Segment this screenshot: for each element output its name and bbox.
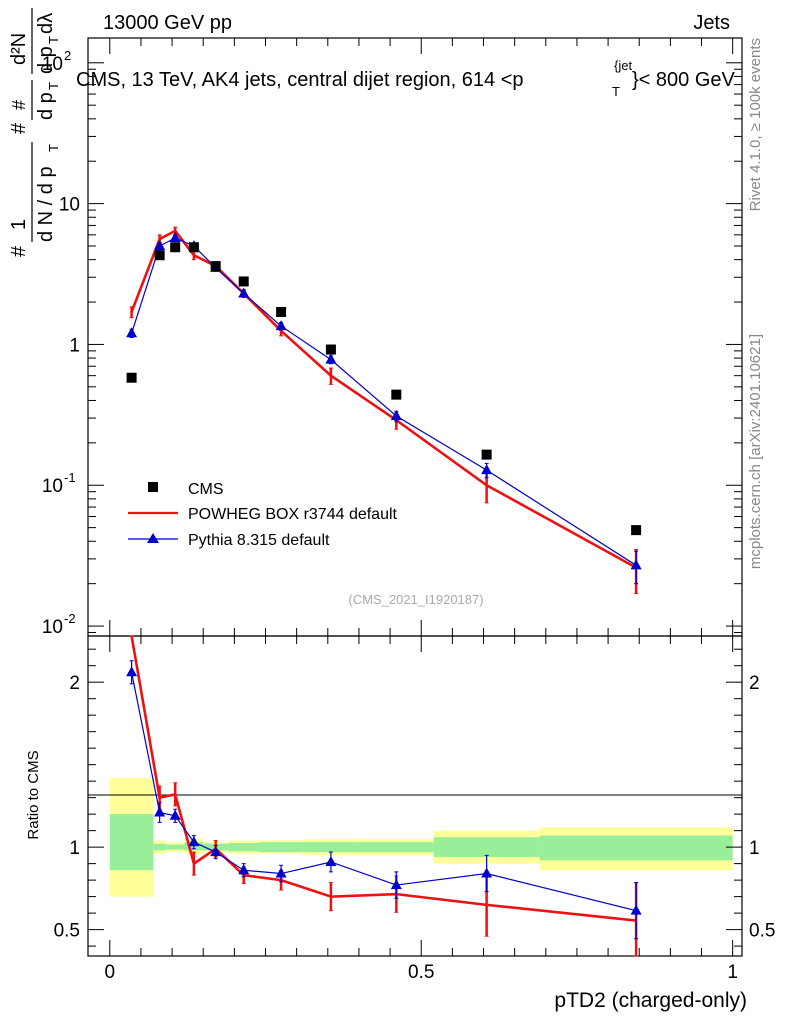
powheg-ratio-line xyxy=(130,635,637,922)
pythia-point xyxy=(238,287,250,298)
main-y-tick-label: 10 xyxy=(42,54,63,75)
ratio-y-tick-label-right: 0.5 xyxy=(749,921,775,942)
pythia-ratio-point xyxy=(169,809,181,820)
ratio-bands xyxy=(109,777,733,897)
mcplots-label: mcplots.cern.ch [arXiv:2401.10621] xyxy=(747,334,764,569)
pythia-point xyxy=(154,240,166,251)
ratio-band-green xyxy=(165,844,185,850)
ylabel-one: 1 xyxy=(8,219,30,230)
cms-point xyxy=(210,261,221,272)
ylabel-num1: # xyxy=(8,245,30,257)
pythia-point xyxy=(325,353,337,364)
pythia-ratio-point xyxy=(210,846,222,857)
cms-point xyxy=(325,344,336,355)
ratio-band-green xyxy=(358,842,434,853)
ratio-y-tick-label-right: 2 xyxy=(749,673,760,694)
pythia-ratio-point xyxy=(126,666,138,677)
main-y-tick-label: 10 xyxy=(59,195,80,216)
cms-point xyxy=(188,242,199,253)
ylabel-den2-sub: T xyxy=(46,82,61,90)
main-title-sub: T xyxy=(612,84,620,99)
cms-point xyxy=(126,372,137,383)
ratio-band-green xyxy=(259,842,303,853)
ratio-band-green xyxy=(302,842,359,853)
cms-point xyxy=(238,276,249,287)
ratio-band-green xyxy=(228,843,260,852)
cms-point xyxy=(391,389,402,400)
ylabel-den3-tail: dλ xyxy=(35,13,57,34)
pythia-point xyxy=(169,231,181,242)
x-tick-label: 0 xyxy=(105,962,116,983)
main-y-tick-label: 10 xyxy=(42,476,63,497)
ylabel-den1: d N / d p xyxy=(35,166,57,242)
ylabel-den2: d p xyxy=(35,92,57,120)
analysis-watermark: (CMS_2021_I1920187) xyxy=(348,592,483,607)
pythia-ratio-point xyxy=(275,867,287,878)
rivet-version-label: Rivet 4.1.0, ≥ 100k events xyxy=(747,38,764,211)
cms-point xyxy=(481,449,492,460)
ratio-ylabel: Ratio to CMS xyxy=(25,750,42,839)
cms-point xyxy=(154,250,165,261)
main-plot-marks xyxy=(126,226,642,595)
header-energy-label: 13000 GeV pp xyxy=(103,12,232,34)
x-tick-label: 0.5 xyxy=(408,962,434,983)
ratio-plot-frame xyxy=(87,635,743,957)
ratio-band-green xyxy=(433,837,540,858)
ylabel-num2: # xyxy=(8,122,30,134)
ratio-y-tick-label-left: 1 xyxy=(69,838,80,859)
ylabel-num2b: # xyxy=(9,100,29,110)
ratio-y-tick-label-right: 1 xyxy=(749,838,760,859)
ratio-plot-marks xyxy=(126,635,642,957)
main-y-tick-label: 10 xyxy=(42,617,63,638)
main-plot-frame xyxy=(87,37,743,637)
main-y-tick-exponent: 2 xyxy=(64,48,71,63)
ylabel-den3: d p xyxy=(35,46,57,74)
main-title-tail: }< 800 GeV xyxy=(632,69,736,91)
x-tick-label: 1 xyxy=(727,962,738,983)
header-jets-label: Jets xyxy=(693,12,730,34)
pythia-point xyxy=(630,559,642,570)
main-y-tick-label: 1 xyxy=(69,335,80,356)
pythia-ratio-point xyxy=(188,836,200,847)
legend: CMS POWHEG BOX r3744 default Pythia 8.31… xyxy=(128,481,398,549)
legend-pythia-label: Pythia 8.315 default xyxy=(188,532,330,549)
main-title-text: CMS, 13 TeV, AK4 jets, central dijet reg… xyxy=(76,69,524,91)
cms-point xyxy=(170,242,181,253)
main-y-tick-exponent: -2 xyxy=(64,611,76,626)
pythia-point xyxy=(390,410,402,421)
legend-powheg-label: POWHEG BOX r3744 default xyxy=(188,506,398,523)
ratio-y-tick-label-left: 2 xyxy=(69,673,80,694)
pythia-ratio-point xyxy=(481,867,493,878)
axis-ticks xyxy=(88,38,742,956)
cms-point xyxy=(276,306,287,317)
ylabel-num3: d²N xyxy=(8,33,30,65)
main-title-sup: {jet xyxy=(614,58,632,73)
pythia-point xyxy=(481,464,493,475)
main-ylabel: # 1 d N / d p T # # d p T d²N d p T dλ xyxy=(8,8,61,257)
pythia-ratio-point xyxy=(238,864,250,875)
pythia-ratio-point xyxy=(630,904,642,915)
ratio-band-green xyxy=(109,814,154,871)
pythia-point xyxy=(275,320,287,331)
pythia-ratio-point xyxy=(154,806,166,817)
main-title: CMS, 13 TeV, AK4 jets, central dijet reg… xyxy=(76,58,736,99)
ratio-band-green xyxy=(539,835,733,861)
cms-point xyxy=(631,525,642,536)
pythia-ratio-point xyxy=(390,879,402,890)
ylabel-den1-sub: T xyxy=(46,144,61,152)
ylabel-den3-sub: T xyxy=(46,36,61,44)
legend-cms-marker xyxy=(148,482,158,492)
pythia-point xyxy=(126,327,138,338)
legend-cms-label: CMS xyxy=(188,481,224,498)
pythia-ratio-point xyxy=(325,855,337,866)
x-axis-label: pTD2 (charged-only) xyxy=(554,989,747,1012)
ratio-y-tick-label-left: 0.5 xyxy=(54,921,80,942)
legend-pythia-marker xyxy=(147,533,159,543)
pythia-ratio-line xyxy=(131,672,637,912)
main-y-tick-exponent: -1 xyxy=(64,470,76,485)
ratio-band-green xyxy=(153,843,166,851)
